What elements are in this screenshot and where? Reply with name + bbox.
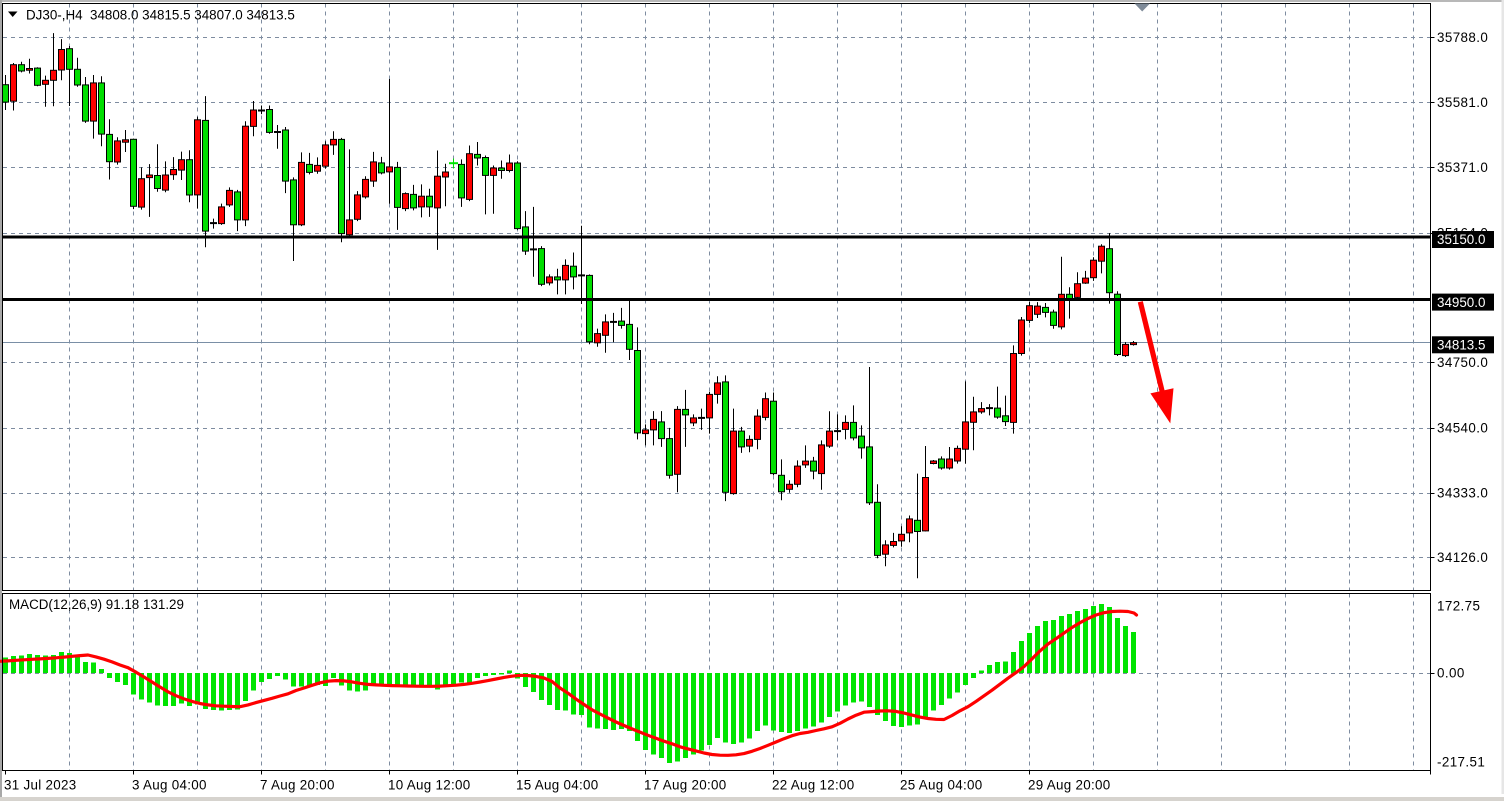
svg-text:0.00: 0.00 (1437, 666, 1465, 681)
svg-text:34813.5: 34813.5 (1437, 338, 1485, 353)
svg-text:34126.0: 34126.0 (1437, 550, 1488, 565)
svg-text:35581.0: 35581.0 (1437, 95, 1488, 110)
svg-text:35788.0: 35788.0 (1437, 30, 1488, 45)
svg-text:DJ30-,H4 34808.0 34815.5 3480: DJ30-,H4 34808.0 34815.5 34807.0 34813.5 (26, 8, 295, 23)
svg-text:34950.0: 34950.0 (1437, 295, 1485, 310)
svg-text:34750.0: 34750.0 (1437, 355, 1488, 370)
svg-text:31 Jul 2023: 31 Jul 2023 (4, 778, 77, 793)
svg-text:34333.0: 34333.0 (1437, 485, 1488, 500)
svg-text:15 Aug 04:00: 15 Aug 04:00 (516, 778, 599, 793)
svg-text:35371.0: 35371.0 (1437, 160, 1488, 175)
svg-text:-217.51: -217.51 (1437, 755, 1485, 770)
svg-text:MACD(12,26,9) 91.18 131.29: MACD(12,26,9) 91.18 131.29 (9, 597, 184, 612)
svg-text:22 Aug 12:00: 22 Aug 12:00 (772, 778, 855, 793)
svg-text:172.75: 172.75 (1437, 599, 1480, 614)
svg-text:25 Aug 04:00: 25 Aug 04:00 (900, 778, 983, 793)
svg-text:34540.0: 34540.0 (1437, 421, 1488, 436)
svg-text:17 Aug 20:00: 17 Aug 20:00 (644, 778, 727, 793)
svg-text:10 Aug 12:00: 10 Aug 12:00 (388, 778, 471, 793)
svg-text:35150.0: 35150.0 (1437, 232, 1485, 247)
svg-text:29 Aug 20:00: 29 Aug 20:00 (1028, 778, 1111, 793)
svg-text:7 Aug 20:00: 7 Aug 20:00 (260, 778, 335, 793)
svg-text:3 Aug 04:00: 3 Aug 04:00 (132, 778, 207, 793)
